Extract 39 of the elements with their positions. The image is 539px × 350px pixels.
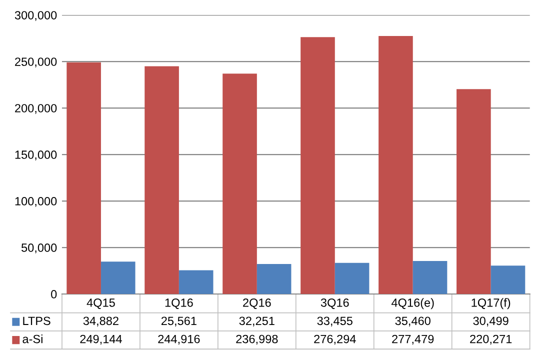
bar bbox=[490, 266, 526, 294]
bar bbox=[178, 270, 214, 294]
y-tick-label: 50,000 bbox=[21, 244, 57, 254]
bar bbox=[144, 66, 179, 294]
bar bbox=[378, 36, 413, 294]
data-label: 32,251 bbox=[239, 316, 274, 326]
legend-label: a-Si bbox=[22, 334, 42, 344]
x-tick-label: 4Q16(e) bbox=[391, 298, 434, 310]
bar bbox=[456, 89, 491, 294]
data-label: 25,561 bbox=[161, 316, 196, 326]
data-label: 277,479 bbox=[392, 334, 434, 345]
legend-label: LTPS bbox=[23, 316, 50, 326]
bar bbox=[100, 262, 136, 294]
bar bbox=[66, 62, 101, 294]
x-tick-label: 1Q16 bbox=[165, 298, 193, 309]
y-tick-label: 300,000 bbox=[14, 11, 57, 21]
bar bbox=[334, 262, 370, 294]
x-tick-label: 4Q15 bbox=[86, 298, 115, 309]
x-tick-label: 2Q16 bbox=[243, 298, 271, 309]
data-label: 249,144 bbox=[80, 334, 122, 345]
y-tick-label: 100,000 bbox=[15, 197, 57, 207]
x-tick-label: 1Q17(f) bbox=[472, 298, 510, 310]
data-label: 35,460 bbox=[395, 316, 430, 326]
data-label: 236,998 bbox=[236, 334, 278, 345]
bar bbox=[300, 37, 335, 294]
y-tick-label: 200,000 bbox=[15, 104, 57, 114]
data-label: 34,882 bbox=[83, 316, 118, 326]
data-label: 33,455 bbox=[317, 316, 352, 326]
data-label: 220,271 bbox=[470, 334, 512, 345]
data-label: 30,499 bbox=[473, 316, 508, 326]
y-tick-label: 0 bbox=[51, 290, 57, 298]
y-tick-label: 150,000 bbox=[15, 150, 57, 160]
bar bbox=[412, 261, 448, 294]
x-tick-label: 3Q16 bbox=[320, 298, 349, 309]
data-label: 244,916 bbox=[158, 334, 200, 345]
bar bbox=[222, 74, 257, 294]
y-tick-label: 250,000 bbox=[15, 58, 57, 68]
data-label: 276,294 bbox=[314, 334, 356, 345]
bar bbox=[256, 264, 292, 294]
